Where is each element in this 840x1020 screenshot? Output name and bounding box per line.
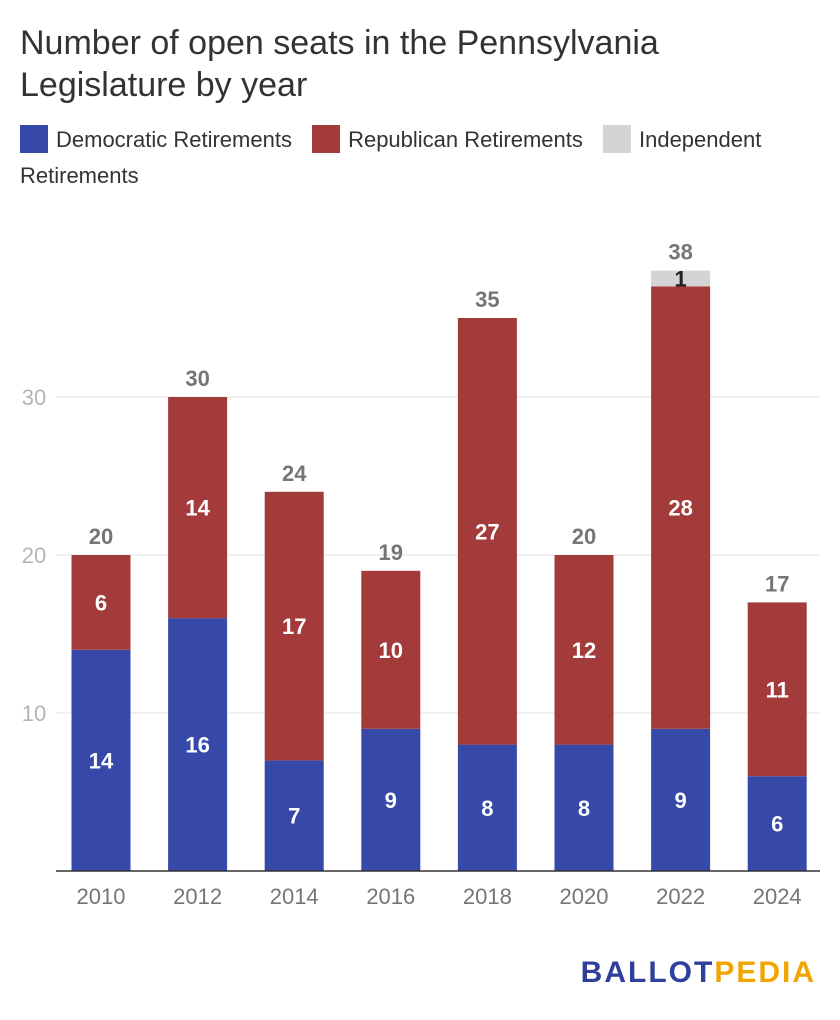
data-label-2018-democratic: 8 <box>481 796 493 821</box>
data-label-2018-republican: 27 <box>475 519 499 544</box>
x-tick-label-2024: 2024 <box>753 884 802 909</box>
total-label-2018: 35 <box>475 287 499 312</box>
total-label-2016: 19 <box>379 540 403 565</box>
data-label-2020-republican: 12 <box>572 638 596 663</box>
total-label-2022: 38 <box>668 240 692 265</box>
y-tick-label-30: 30 <box>22 385 46 410</box>
logo-part-ballot: BALLOT <box>580 956 715 989</box>
bar-segment-2016-democratic <box>361 728 421 871</box>
chart-title: Number of open seats in the Pennsylvania… <box>20 24 659 104</box>
bar-segment-2018-democratic <box>457 744 517 871</box>
total-label-2020: 20 <box>572 524 596 549</box>
data-label-2024-democratic: 6 <box>771 812 783 837</box>
data-label-2014-democratic: 7 <box>288 804 300 829</box>
bar-segment-2012-democratic <box>168 618 228 871</box>
bar-segment-2020-democratic <box>554 744 614 871</box>
data-label-2012-democratic: 16 <box>185 733 209 758</box>
total-label-2014: 24 <box>282 461 307 486</box>
bar-segment-2012-republican <box>168 397 228 619</box>
legend-label-independent: Independent Retirements <box>20 127 762 188</box>
x-tick-label-2020: 2020 <box>560 884 609 909</box>
legend-item-independent: Independent Retirements <box>20 125 762 188</box>
bar-segment-2014-republican <box>264 491 324 761</box>
bar-segment-2020-republican <box>554 555 614 745</box>
data-label-2016-republican: 10 <box>379 638 403 663</box>
legend-item-democratic: Democratic Retirements <box>20 125 292 153</box>
x-tick-label-2014: 2014 <box>270 884 319 909</box>
bar-segment-2016-republican <box>361 570 421 729</box>
data-label-2014-republican: 17 <box>282 614 306 639</box>
data-label-2022-democratic: 9 <box>674 788 686 813</box>
x-tick-label-2018: 2018 <box>463 884 512 909</box>
data-label-2010-republican: 6 <box>95 590 107 615</box>
data-label-2010-democratic: 14 <box>89 748 114 773</box>
y-tick-label-10: 10 <box>22 701 46 726</box>
bar-segment-2014-democratic <box>264 760 324 871</box>
bar-segment-2018-republican <box>457 318 517 745</box>
legend-swatch-independent <box>602 125 631 153</box>
legend-swatch-republican <box>312 125 341 153</box>
legend-item-republican: Republican Retirements <box>312 125 583 153</box>
data-label-2024-republican: 11 <box>766 677 789 702</box>
bar-segment-2022-independent <box>651 270 711 287</box>
legend-swatch-democratic <box>20 125 48 153</box>
x-tick-label-2016: 2016 <box>366 884 415 909</box>
bar-segment-2024-democratic <box>747 776 807 871</box>
x-tick-label-2010: 2010 <box>77 884 126 909</box>
data-label-2022-independent: 1 <box>674 267 686 292</box>
data-label-2022-republican: 28 <box>668 496 692 521</box>
total-label-2024: 17 <box>765 571 789 596</box>
x-tick-label-2012: 2012 <box>173 884 222 909</box>
bar-segment-2010-republican <box>71 555 131 650</box>
legend-label-republican: Republican Retirements <box>348 127 583 152</box>
bar-segment-2010-democratic <box>71 649 131 871</box>
data-label-2012-republican: 14 <box>185 496 210 521</box>
bar-chart: 1020301462020101614302012717242014910192… <box>22 240 820 909</box>
bar-segment-2024-republican <box>747 602 807 777</box>
data-label-2020-democratic: 8 <box>578 796 590 821</box>
y-tick-label-20: 20 <box>22 543 46 568</box>
legend: Democratic Retirements Republican Retire… <box>20 122 820 194</box>
ballotpedia-logo: BALLOTPEDIA <box>581 956 816 990</box>
bar-segment-2022-republican <box>651 286 711 729</box>
logo-part-pedia: PEDIA <box>714 956 816 989</box>
x-tick-label-2022: 2022 <box>656 884 705 909</box>
legend-label-democratic: Democratic Retirements <box>56 127 292 152</box>
total-label-2012: 30 <box>185 366 209 391</box>
total-label-2010: 20 <box>89 524 113 549</box>
data-label-2016-democratic: 9 <box>385 788 397 813</box>
bar-segment-2022-democratic <box>651 728 711 871</box>
